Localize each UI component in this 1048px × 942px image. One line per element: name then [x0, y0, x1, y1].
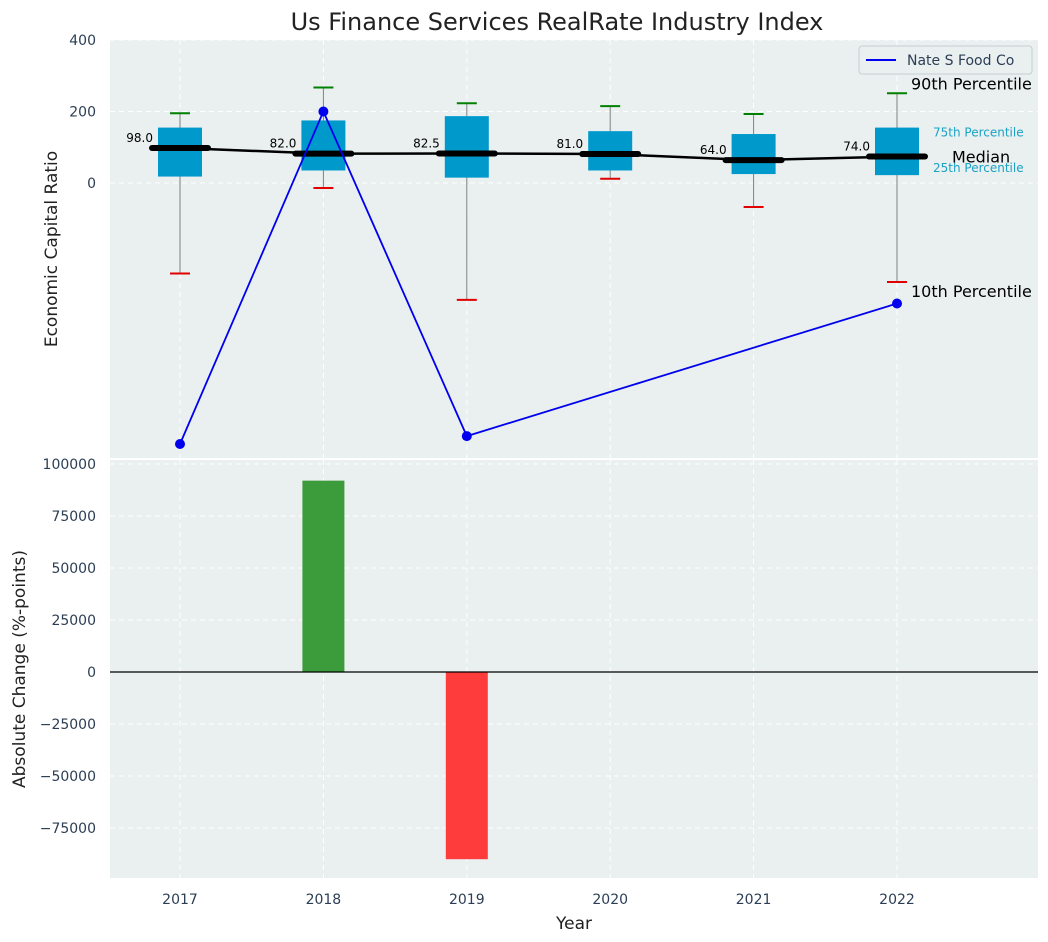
legend-box	[858, 45, 1033, 75]
y-tick-label-top: 200	[69, 105, 96, 121]
chart-title: Us Finance Services RealRate Industry In…	[291, 8, 824, 36]
median-value-label: 82.5	[413, 137, 440, 151]
legend: Nate S Food Co	[858, 45, 1033, 75]
annotation-median: Median	[952, 148, 1010, 167]
median-line-group	[179, 146, 898, 162]
x-tick-label: 2020	[592, 892, 628, 908]
annotation-p75: 75th Percentile	[933, 126, 1024, 140]
median-value-label: 81.0	[556, 137, 583, 151]
bar-negative	[445, 672, 488, 860]
iqr-box	[875, 127, 919, 176]
company-point	[175, 438, 185, 449]
y-tick-label-bottom: 50000	[51, 561, 96, 577]
annotation-p25: 25th Percentile	[933, 161, 1024, 175]
x-tick-label: 2017	[162, 892, 198, 908]
company-line	[179, 109, 898, 445]
y-axis-title-bottom: Absolute Change (%-points)	[10, 550, 30, 788]
top-panel-background	[110, 40, 1038, 458]
percentile-annotations: 90th Percentile 75th Percentile Median25th…	[911, 74, 1032, 301]
top-y-ticks: 400 200 0	[69, 33, 96, 192]
y-tick-label-bottom: 25000	[51, 613, 96, 629]
y-tick-label-top: 0	[87, 176, 96, 192]
x-tick-labels: 2017 2018 2019 2020 2021 2022	[162, 892, 915, 908]
x-axis-title: Year	[555, 914, 592, 934]
annotation-p90: 90th Percentile	[911, 74, 1032, 93]
median-value-label: 74.0	[843, 140, 870, 154]
company-series-group	[175, 106, 902, 449]
median-value-label: 98.0	[126, 131, 153, 145]
y-tick-label-bottom: 100000	[43, 457, 96, 473]
y-tick-label-bottom: 0	[87, 665, 96, 681]
box-plots: 98.0 82.0 82.5 81.0 64.0 74.0	[126, 86, 928, 301]
iqr-box	[158, 127, 202, 177]
x-tick-label: 2019	[449, 892, 485, 908]
x-tick-label: 2021	[736, 892, 772, 908]
y-tick-label-bottom: −75000	[40, 821, 96, 837]
legend-label-company: Nate S Food Co	[907, 53, 1014, 69]
y-tick-label-bottom: −50000	[40, 769, 96, 785]
company-point	[892, 298, 902, 309]
x-tick-label: 2022	[879, 892, 915, 908]
median-value-label: 82.0	[270, 137, 297, 151]
median-value-label: 64.0	[700, 143, 727, 157]
x-tick-label: 2018	[306, 892, 342, 908]
change-bars	[110, 480, 1038, 860]
company-point	[461, 431, 472, 442]
median-line	[179, 146, 898, 162]
y-tick-label-bottom: −25000	[40, 717, 96, 733]
iqr-box	[588, 131, 633, 171]
bottom-y-ticks: 100000 75000 50000 25000 0 −25000 −50000 −75000	[40, 457, 96, 837]
annotation-p10: 10th Percentile	[911, 282, 1032, 301]
bottom-panel-background	[110, 460, 1038, 878]
y-axis-title-top: Economic Capital Ratio	[42, 151, 62, 347]
y-tick-label-top: 400	[69, 33, 96, 49]
iqr-box	[444, 116, 489, 178]
company-point	[318, 106, 329, 117]
iqr-box	[731, 134, 776, 175]
bar-positive	[302, 480, 345, 672]
y-tick-label-bottom: 75000	[51, 509, 96, 525]
